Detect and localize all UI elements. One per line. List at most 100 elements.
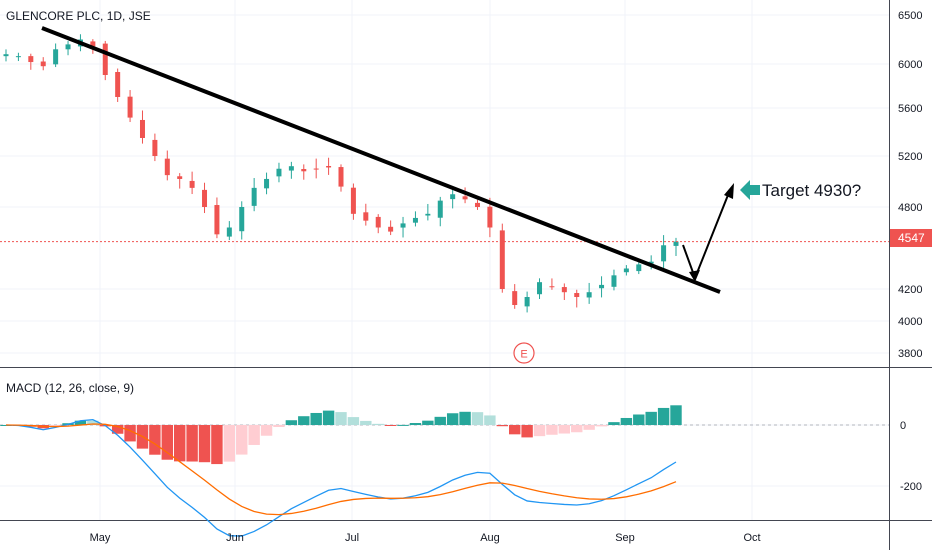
candle-body xyxy=(28,56,34,63)
last-price-tag xyxy=(890,229,932,247)
candle-body xyxy=(152,139,158,156)
candle-body xyxy=(474,202,480,207)
macd-hist-bar xyxy=(161,425,173,460)
time-tick-label: Aug xyxy=(480,532,500,544)
macd-axis[interactable]: 0 -200 xyxy=(900,420,922,493)
macd-hist-bar xyxy=(446,413,459,425)
price-tick-label: 5200 xyxy=(898,151,922,163)
candle-body xyxy=(251,187,257,206)
macd-hist-bar xyxy=(87,420,99,425)
candle-body xyxy=(226,227,232,237)
macd-panel: MACD (12, 26, close, 9) xyxy=(0,381,682,537)
candle-body xyxy=(3,54,9,57)
earnings-marker-icon[interactable] xyxy=(513,342,535,364)
candle-body xyxy=(115,71,121,97)
candle-body xyxy=(326,165,332,168)
candle-body xyxy=(350,187,356,214)
macd-hist-bar xyxy=(608,422,620,425)
macd-hist-bar xyxy=(595,425,608,427)
candle-body xyxy=(450,194,456,200)
macd-hist-bar xyxy=(509,425,521,435)
candle-body xyxy=(313,168,319,170)
candle-body xyxy=(648,261,654,264)
macd-line xyxy=(5,418,677,537)
macd-hist-bar xyxy=(459,411,471,425)
chart-grid xyxy=(0,0,889,520)
macd-hist-bar xyxy=(174,425,186,462)
macd-hist-bar xyxy=(111,425,124,434)
price-tick-label: 4800 xyxy=(898,202,922,214)
macd-hist-bar xyxy=(657,407,670,425)
candle-body xyxy=(202,189,208,207)
price-axis[interactable]: 6500 6000 5600 5200 4800 4200 4000 3800 xyxy=(898,10,922,360)
macd-hist-bar xyxy=(248,425,260,445)
candle-body xyxy=(400,223,406,228)
macd-hist-bar xyxy=(198,425,211,463)
candle-body xyxy=(549,286,555,288)
candle-body xyxy=(499,230,505,289)
time-tick-label: Oct xyxy=(743,532,760,544)
price-tick-label: 5600 xyxy=(898,103,922,115)
macd-hist-bar xyxy=(620,417,633,425)
candle-body xyxy=(301,169,307,172)
price-tick-label: 4000 xyxy=(898,316,922,328)
price-tick-label: 6500 xyxy=(898,10,922,22)
macd-hist-bar xyxy=(384,425,397,426)
macd-hist-bar xyxy=(285,420,298,425)
price-tick-label: 6000 xyxy=(898,59,922,71)
candle-body xyxy=(487,206,493,228)
macd-hist-bar xyxy=(49,425,62,426)
candle-body xyxy=(524,297,530,307)
macd-hist-bar xyxy=(310,412,322,425)
projection-arrow-head-up xyxy=(724,183,734,199)
macd-hist-bar xyxy=(422,420,434,425)
macd-hist-bar xyxy=(409,423,422,425)
macd-hist-bar xyxy=(583,425,595,430)
candle-body xyxy=(214,205,220,235)
candle-body xyxy=(512,291,518,305)
time-tick-label: Jul xyxy=(345,532,359,544)
time-axis[interactable]: May Jun Jul Aug Sep Oct xyxy=(90,532,761,544)
macd-hist-bar xyxy=(484,415,496,425)
candle-body xyxy=(673,241,679,246)
candle-body xyxy=(623,268,629,273)
price-panel: Target 4930? E GLENCORE PLC, 1D, JSE xyxy=(0,9,889,364)
earnings-marker-label: E xyxy=(520,349,527,361)
last-price-label: 4547 xyxy=(898,231,925,245)
macd-hist-bar xyxy=(496,425,508,427)
downtrend-line xyxy=(41,26,721,294)
candle-body xyxy=(177,176,183,179)
macd-hist-bar xyxy=(347,417,360,425)
candle-body xyxy=(239,207,245,232)
macd-tick-label: -200 xyxy=(900,481,922,493)
candle-body xyxy=(537,282,543,295)
candle-body xyxy=(462,196,468,200)
time-tick-label: Jun xyxy=(226,532,244,544)
candle-body xyxy=(65,44,71,50)
candle-body xyxy=(15,56,21,58)
candle-body xyxy=(636,264,642,272)
candle-body xyxy=(40,61,46,67)
macd-hist-bar xyxy=(521,425,533,438)
candle-body xyxy=(412,217,418,223)
candle-body xyxy=(102,43,108,75)
candle-body xyxy=(437,200,443,218)
price-tick-label: 4200 xyxy=(898,284,922,296)
macd-hist-bar xyxy=(434,416,446,425)
macd-hist-bar xyxy=(186,425,198,462)
macd-tick-label: 0 xyxy=(900,420,906,432)
macd-histogram xyxy=(0,405,682,465)
macd-hist-bar xyxy=(633,414,645,425)
signal-line xyxy=(5,423,677,516)
macd-hist-bar xyxy=(533,425,546,437)
macd-hist-bar xyxy=(571,425,583,433)
macd-hist-bar xyxy=(546,425,558,435)
macd-hist-bar xyxy=(149,425,161,455)
candle-body xyxy=(90,41,96,47)
macd-hist-bar xyxy=(223,425,236,462)
macd-hist-bar xyxy=(124,425,136,442)
price-tick-label: 3800 xyxy=(898,348,922,360)
time-tick-label: Sep xyxy=(615,532,635,544)
candle-body xyxy=(264,178,270,189)
